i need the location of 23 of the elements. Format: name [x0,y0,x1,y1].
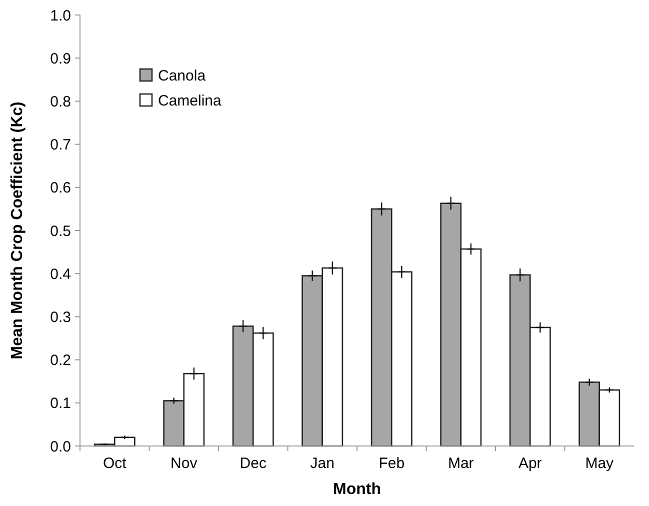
x-tick-label: Mar [448,455,474,472]
y-tick-label: 0.1 [50,395,71,412]
y-tick-label: 0.9 [50,50,71,68]
legend-label: Canola [158,67,206,84]
y-tick-label: 0.7 [50,136,71,154]
y-tick-label: 0.3 [50,308,71,326]
y-tick-label: 0.5 [50,222,71,240]
y-tick-label: 0.8 [50,93,71,110]
y-tick-label: 0.6 [50,180,71,197]
x-tick-label: Jan [310,455,334,472]
x-axis-title: Month [333,481,381,498]
y-tick-label: 0.0 [50,438,71,456]
y-tick-label: 0.2 [50,352,71,370]
y-tick-label: 0.4 [50,266,71,283]
x-tick-label: Oct [102,455,128,472]
x-tick-label: Dec [240,455,267,472]
x-tick-label: May [585,455,614,472]
y-axis-title: Mean Month Crop Coefficient (Kc) [9,102,26,360]
x-tick-label: Nov [170,455,198,472]
legend-label: Camelina [158,92,222,110]
x-tick-label: Apr [518,455,542,472]
y-tick-label: 1.0 [50,7,71,24]
x-tick-label: Feb [378,455,405,472]
